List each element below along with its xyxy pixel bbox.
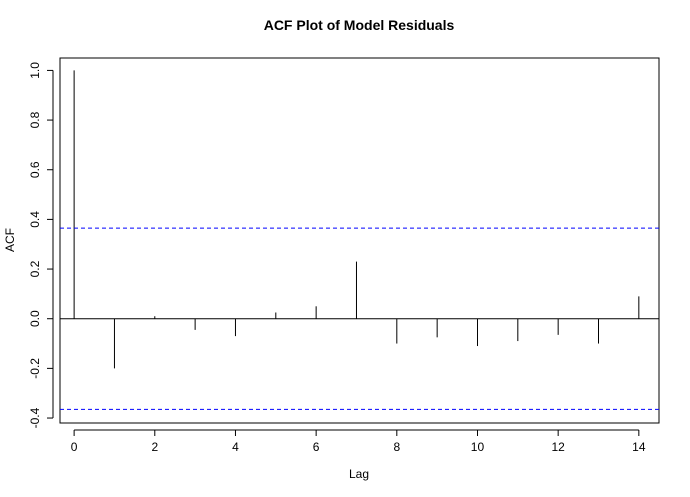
x-tick-label: 10 xyxy=(471,440,485,454)
confidence-bands xyxy=(60,227,659,410)
y-tick-label: -0.4 xyxy=(28,407,42,428)
y-tick-label: 0.8 xyxy=(28,111,42,128)
x-tick-label: 14 xyxy=(632,440,646,454)
y-tick-label: 1.0 xyxy=(28,62,42,79)
y-tick-label: 0.0 xyxy=(28,310,42,327)
plot-frame xyxy=(59,57,660,424)
x-tick-label: 4 xyxy=(232,440,239,454)
y-tick-label: 0.6 xyxy=(28,161,42,178)
x-tick-label: 6 xyxy=(313,440,320,454)
chart-title: ACF Plot of Model Residuals xyxy=(264,17,455,33)
y-axis: -0.4 -0.2 0.0 0.2 0.4 0.6 0.8 1.0 xyxy=(28,62,54,428)
x-tick-label: 2 xyxy=(151,440,158,454)
x-axis-label: Lag xyxy=(349,467,369,481)
x-axis: 0 2 4 6 8 10 12 14 xyxy=(71,429,646,454)
acf-bars xyxy=(60,70,659,369)
y-tick-label: 0.4 xyxy=(28,211,42,228)
y-tick-label: 0.2 xyxy=(28,260,42,277)
y-axis-label: ACF xyxy=(3,228,17,252)
x-tick-label: 0 xyxy=(71,440,78,454)
x-tick-label: 12 xyxy=(551,440,565,454)
x-tick-label: 8 xyxy=(393,440,400,454)
y-tick-label: -0.2 xyxy=(28,358,42,379)
